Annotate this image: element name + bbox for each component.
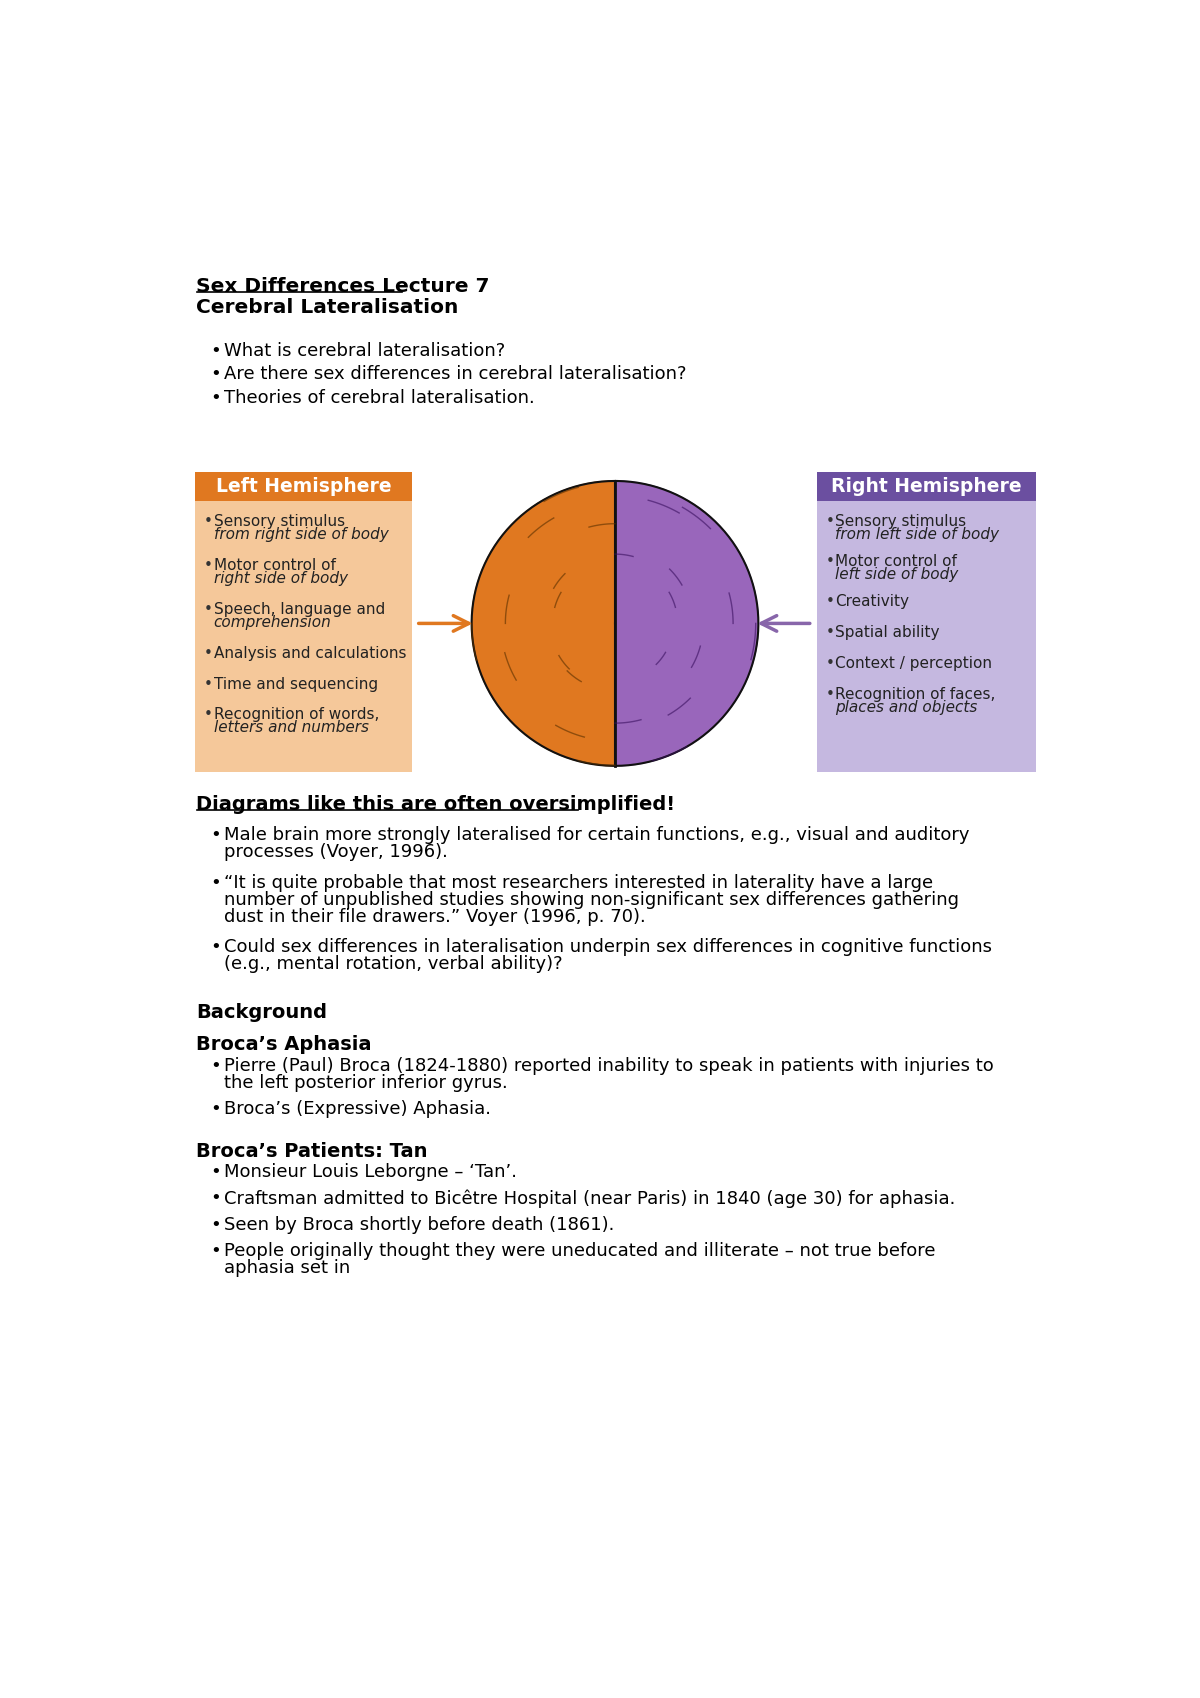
Text: •: •	[826, 594, 835, 610]
Text: left side of body: left side of body	[835, 567, 959, 582]
Polygon shape	[472, 481, 616, 766]
Text: Sensory stimulus: Sensory stimulus	[214, 514, 344, 530]
Text: Sex Differences Lecture 7: Sex Differences Lecture 7	[197, 277, 490, 295]
Text: Spatial ability: Spatial ability	[835, 625, 940, 640]
FancyBboxPatch shape	[194, 501, 412, 773]
Text: (e.g., mental rotation, verbal ability)?: (e.g., mental rotation, verbal ability)?	[224, 956, 563, 973]
Text: right side of body: right side of body	[214, 571, 348, 586]
Text: Background: Background	[197, 1004, 328, 1022]
Text: Motor control of: Motor control of	[835, 554, 956, 569]
Text: •: •	[204, 559, 214, 572]
Text: Theories of cerebral lateralisation.: Theories of cerebral lateralisation.	[224, 389, 535, 406]
Text: letters and numbers: letters and numbers	[214, 720, 368, 735]
Text: “It is quite probable that most researchers interested in laterality have a larg: “It is quite probable that most research…	[224, 874, 934, 891]
Text: comprehension: comprehension	[214, 615, 331, 630]
Text: People originally thought they were uneducated and illiterate – not true before: People originally thought they were uned…	[224, 1241, 936, 1260]
Text: Broca’s Aphasia: Broca’s Aphasia	[197, 1036, 372, 1054]
Text: •: •	[204, 676, 214, 691]
Polygon shape	[616, 481, 758, 766]
Text: aphasia set in: aphasia set in	[224, 1258, 350, 1277]
Text: Sensory stimulus: Sensory stimulus	[835, 514, 966, 530]
Text: Broca’s (Expressive) Aphasia.: Broca’s (Expressive) Aphasia.	[224, 1100, 492, 1117]
Text: •: •	[210, 825, 221, 844]
Text: Diagrams like this are often oversimplified!: Diagrams like this are often oversimplif…	[197, 795, 676, 813]
Text: Motor control of: Motor control of	[214, 559, 336, 572]
Text: What is cerebral lateralisation?: What is cerebral lateralisation?	[224, 343, 505, 360]
Text: Time and sequencing: Time and sequencing	[214, 676, 378, 691]
Text: from left side of body: from left side of body	[835, 526, 1000, 542]
Text: Monsieur Louis Leborgne – ‘Tan’.: Monsieur Louis Leborgne – ‘Tan’.	[224, 1163, 517, 1182]
Text: •: •	[826, 686, 835, 701]
FancyBboxPatch shape	[194, 472, 412, 501]
Text: Recognition of words,: Recognition of words,	[214, 708, 379, 722]
Text: •: •	[826, 554, 835, 569]
Text: Pierre (Paul) Broca (1824-1880) reported inability to speak in patients with inj: Pierre (Paul) Broca (1824-1880) reported…	[224, 1056, 994, 1075]
Text: •: •	[210, 1241, 221, 1260]
Text: •: •	[210, 343, 221, 360]
Text: •: •	[210, 389, 221, 406]
Text: Are there sex differences in cerebral lateralisation?: Are there sex differences in cerebral la…	[224, 365, 686, 384]
Text: Could sex differences in lateralisation underpin sex differences in cognitive fu: Could sex differences in lateralisation …	[224, 939, 992, 956]
Text: •: •	[204, 708, 214, 722]
Text: Analysis and calculations: Analysis and calculations	[214, 645, 406, 661]
Text: •: •	[826, 514, 835, 530]
Text: Context / perception: Context / perception	[835, 655, 992, 671]
Text: •: •	[210, 1100, 221, 1117]
FancyBboxPatch shape	[816, 501, 1036, 773]
Text: places and objects: places and objects	[835, 700, 978, 715]
Text: number of unpublished studies showing non-significant sex differences gathering: number of unpublished studies showing no…	[224, 890, 960, 908]
Text: •: •	[210, 874, 221, 891]
Text: •: •	[210, 939, 221, 956]
Text: •: •	[210, 1216, 221, 1233]
Text: Right Hemisphere: Right Hemisphere	[830, 477, 1021, 496]
Text: •: •	[826, 625, 835, 640]
Text: Craftsman admitted to Bicêtre Hospital (near Paris) in 1840 (age 30) for aphasia: Craftsman admitted to Bicêtre Hospital (…	[224, 1189, 955, 1207]
Text: •: •	[204, 601, 214, 616]
Text: Left Hemisphere: Left Hemisphere	[216, 477, 391, 496]
Text: Male brain more strongly lateralised for certain functions, e.g., visual and aud: Male brain more strongly lateralised for…	[224, 825, 970, 844]
Text: Creativity: Creativity	[835, 594, 910, 610]
Text: the left posterior inferior gyrus.: the left posterior inferior gyrus.	[224, 1073, 508, 1092]
FancyBboxPatch shape	[816, 472, 1036, 501]
Text: •: •	[204, 645, 214, 661]
Text: •: •	[204, 514, 214, 530]
Text: Speech, language and: Speech, language and	[214, 601, 385, 616]
Text: from right side of body: from right side of body	[214, 526, 389, 542]
Text: •: •	[210, 1056, 221, 1075]
Text: Recognition of faces,: Recognition of faces,	[835, 686, 996, 701]
Text: •: •	[210, 1163, 221, 1182]
Text: Cerebral Lateralisation: Cerebral Lateralisation	[197, 297, 458, 318]
Text: •: •	[210, 365, 221, 384]
Text: •: •	[826, 655, 835, 671]
Text: •: •	[210, 1189, 221, 1207]
Text: Broca’s Patients: Tan: Broca’s Patients: Tan	[197, 1141, 428, 1161]
Text: processes (Voyer, 1996).: processes (Voyer, 1996).	[224, 842, 449, 861]
Text: dust in their file drawers.” Voyer (1996, p. 70).: dust in their file drawers.” Voyer (1996…	[224, 907, 646, 925]
Text: Seen by Broca shortly before death (1861).: Seen by Broca shortly before death (1861…	[224, 1216, 614, 1233]
